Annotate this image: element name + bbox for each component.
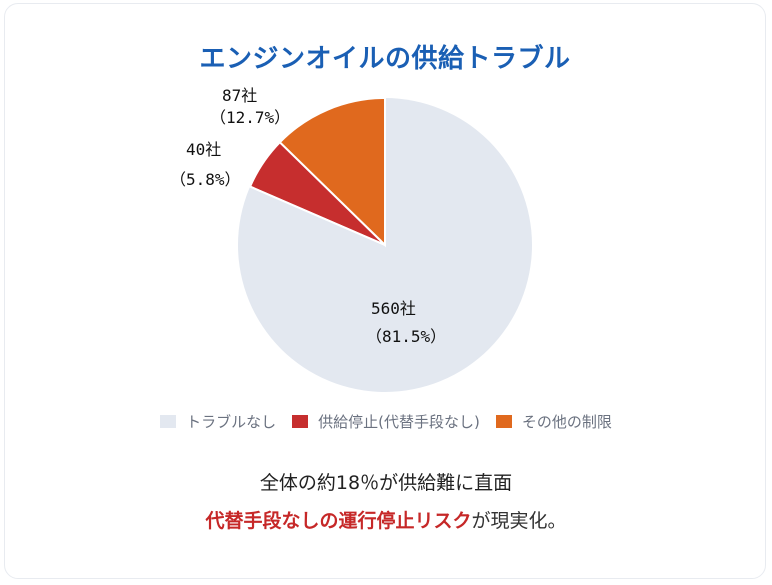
legend-label: トラブルなし: [186, 413, 277, 431]
legend-label: 供給停止(代替手段なし): [318, 413, 480, 431]
summary-rest: が現実化。: [471, 510, 567, 532]
legend-swatch-icon: [292, 415, 309, 428]
slice-stopped: [248, 140, 386, 246]
legend-item-other[interactable]: その他の制限: [495, 411, 612, 432]
summary-highlight: 代替手段なしの運行停止リスク: [205, 510, 472, 532]
legend-swatch-icon: [495, 415, 512, 428]
summary-line-2: 代替手段なしの運行停止リスクが現実化。: [0, 506, 772, 533]
chart-title: エンジンオイルの供給トラブル: [199, 44, 571, 74]
legend: トラブルなし 供給停止(代替手段なし) その他の制限: [0, 411, 772, 432]
legend-swatch-icon: [160, 415, 177, 428]
summary-line-1: 全体の約18％が供給難に直面: [259, 472, 513, 494]
label-stopped-count: 40社: [186, 140, 222, 159]
label-no-trouble-count: 560社: [371, 299, 416, 318]
label-no-trouble-pct: （81.5%）: [366, 327, 447, 346]
label-other-pct: （12.7%）: [210, 108, 291, 127]
legend-label: その他の制限: [521, 413, 612, 431]
legend-item-stopped[interactable]: 供給停止(代替手段なし): [292, 411, 480, 432]
legend-item-no-trouble[interactable]: トラブルなし: [160, 411, 276, 432]
label-other-count: 87社: [222, 86, 258, 105]
label-stopped-pct: （5.8%）: [170, 170, 241, 189]
slice-other: [278, 96, 386, 248]
